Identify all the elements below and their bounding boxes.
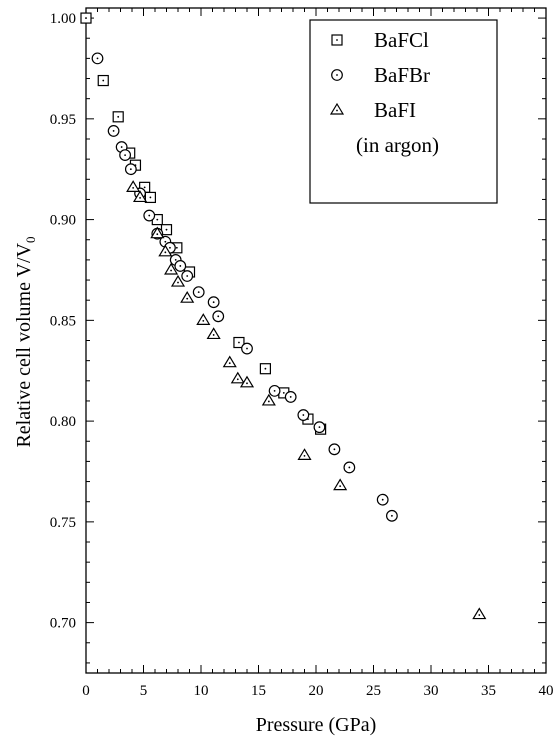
point-bafi xyxy=(239,375,255,388)
point-bafbr xyxy=(124,163,137,176)
axis-ticks xyxy=(85,8,547,673)
y-axis-title: Relative cell volume V/V0 xyxy=(13,236,38,447)
x-tick-labels: 0 5 10 15 20 25 30 35 40 xyxy=(82,683,553,699)
point-bafcl xyxy=(144,191,156,204)
point-bafbr xyxy=(212,310,225,323)
legend: BaFCl BaFBr BaFI (in argon) xyxy=(309,19,498,204)
legend-marker-bafbr xyxy=(331,69,343,81)
y-tick-label: 0.95 xyxy=(50,112,76,128)
point-bafi xyxy=(261,393,276,406)
legend-label-bafi: BaFI xyxy=(374,98,416,122)
point-bafi xyxy=(158,244,173,257)
point-bafbr xyxy=(192,286,205,299)
legend-label-bafbr: BaFBr xyxy=(374,63,430,87)
legend-marker-bafi xyxy=(329,102,345,115)
x-tick-label: 0 xyxy=(82,683,90,699)
legend-note: (in argon) xyxy=(356,133,439,157)
y-tick-label: 0.85 xyxy=(50,313,76,329)
point-bafcl xyxy=(112,111,124,123)
point-bafcl xyxy=(259,363,271,375)
point-bafbr xyxy=(91,52,104,65)
y-tick-label: 0.75 xyxy=(50,515,76,531)
x-tick-label: 35 xyxy=(481,683,496,699)
point-bafbr xyxy=(181,270,194,282)
point-bafi xyxy=(132,190,148,203)
y-tick-label: 1.00 xyxy=(50,11,76,27)
point-bafbr xyxy=(107,125,120,137)
point-bafi xyxy=(472,607,487,620)
point-bafbr xyxy=(143,209,156,222)
point-bafbr xyxy=(343,461,356,474)
point-bafbr xyxy=(297,409,310,421)
point-bafbr xyxy=(386,509,398,522)
y-axis-title-subscript: 0 xyxy=(23,236,38,243)
point-bafi xyxy=(150,226,165,239)
point-bafbr xyxy=(376,493,389,506)
legend-marker-bafcl xyxy=(331,34,343,46)
x-tick-label: 5 xyxy=(140,683,148,699)
point-bafcl xyxy=(97,74,109,87)
point-bafi xyxy=(196,313,211,325)
point-bafcl xyxy=(233,336,245,349)
point-bafi xyxy=(180,291,195,303)
point-bafi xyxy=(126,180,141,192)
point-bafbr xyxy=(174,260,187,272)
point-bafbr xyxy=(328,443,341,456)
legend-label-bafcl: BaFCl xyxy=(374,28,429,52)
point-bafbr xyxy=(313,421,326,434)
y-axis-title-main: Relative cell volume V/V xyxy=(13,242,35,447)
x-axis-title: Pressure (GPa) xyxy=(256,714,377,736)
x-tick-label: 10 xyxy=(194,683,209,699)
x-tick-label: 15 xyxy=(251,683,266,699)
y-tick-label: 0.70 xyxy=(50,616,76,632)
data-points xyxy=(80,12,487,620)
y-tick-labels: 0.70 0.75 0.80 0.85 0.90 0.95 1.00 xyxy=(50,11,76,632)
x-tick-label: 40 xyxy=(539,683,554,699)
point-bafi xyxy=(222,355,237,368)
point-bafcl xyxy=(80,12,92,24)
point-bafi xyxy=(333,478,348,491)
point-bafi xyxy=(164,262,179,275)
point-bafbr xyxy=(207,296,220,309)
point-bafbr xyxy=(241,342,253,355)
point-bafbr xyxy=(119,149,131,162)
x-tick-label: 25 xyxy=(366,683,381,699)
point-bafi xyxy=(206,327,221,340)
y-tick-label: 0.90 xyxy=(50,213,76,229)
y-tick-label: 0.80 xyxy=(50,414,76,430)
point-bafi xyxy=(297,448,312,460)
point-bafbr xyxy=(284,391,297,403)
x-tick-label: 20 xyxy=(309,683,324,699)
point-bafbr xyxy=(268,384,281,397)
x-tick-label: 30 xyxy=(424,683,439,699)
point-bafi xyxy=(230,371,245,384)
point-bafi xyxy=(170,274,186,287)
